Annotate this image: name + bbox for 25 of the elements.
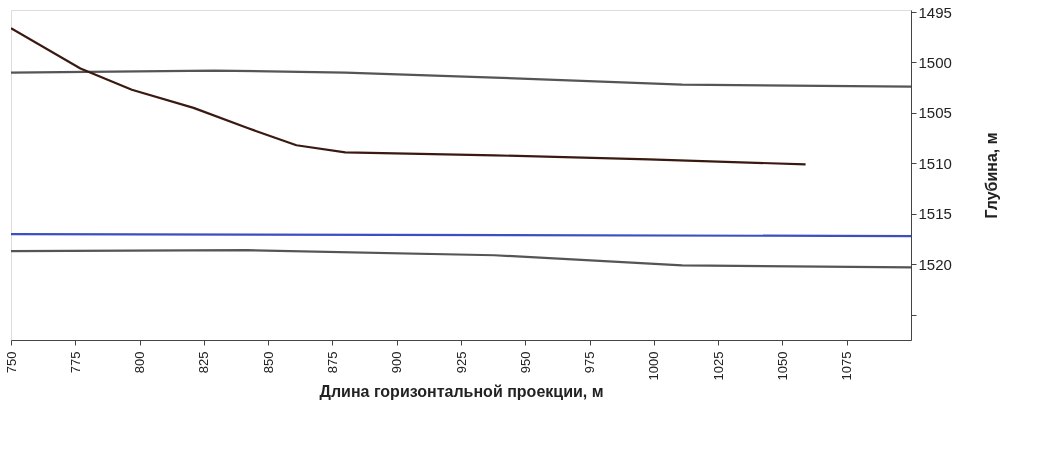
y-tick-label: 1510	[918, 154, 952, 172]
y-tick-label: 1515	[918, 205, 952, 223]
x-tick-label: 800	[132, 351, 148, 374]
y-tick-label: 1505	[918, 104, 952, 122]
x-tick-label: 1075	[839, 351, 855, 381]
x-tick-label: 1050	[774, 351, 790, 381]
x-tick-label: 1025	[710, 351, 726, 381]
x-tick-label: 900	[389, 351, 405, 374]
x-tick-label: 750	[3, 351, 19, 374]
x-tick-label: 950	[517, 351, 533, 374]
y-tick-label: 1495	[918, 3, 952, 21]
line-series	[11, 249, 911, 269]
line-series	[11, 27, 807, 166]
y-axis-title: Глубина, м	[982, 132, 1000, 219]
x-tick-label: 975	[582, 351, 598, 374]
x-tick-label: 825	[196, 351, 212, 374]
x-tick-label: 875	[324, 351, 340, 374]
line-series	[11, 69, 911, 88]
x-tick-label: 1000	[646, 351, 662, 381]
x-axis-title: Длина горизонтальной проекции, м	[319, 383, 604, 401]
x-tick-label: 850	[260, 351, 276, 374]
y-tick-label: 1520	[918, 255, 952, 273]
x-tick-label: 925	[453, 351, 469, 374]
x-tick-label: 775	[67, 351, 83, 374]
y-tick-label: 1500	[918, 53, 952, 71]
